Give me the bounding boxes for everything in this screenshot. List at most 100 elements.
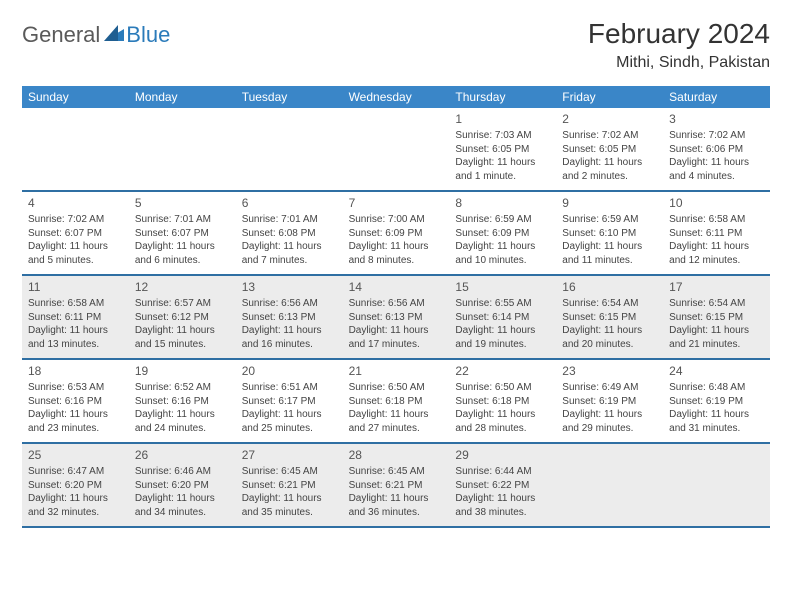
daylight-text: Daylight: 11 hours and 8 minutes. [349,240,444,267]
daylight-text: Daylight: 11 hours and 21 minutes. [669,324,764,351]
day-cell: 16Sunrise: 6:54 AMSunset: 6:15 PMDayligh… [556,276,663,358]
sunset-text: Sunset: 6:19 PM [669,395,764,409]
day-number: 22 [455,363,550,379]
sunset-text: Sunset: 6:15 PM [562,311,657,325]
day-cell: 26 Sunrise: 6:46 AMSunset: 6:20 PMDayligh… [129,444,236,526]
sunset-text: Sunset: 6:18 PM [349,395,444,409]
sunrise-text: Sunrise: 6:47 AM [28,465,123,479]
sunrise-text: Sunrise: 6:48 AM [669,381,764,395]
daylight-text: Daylight: 11 hours and 29 minutes. [562,408,657,435]
day-number: 19 [135,363,230,379]
day-number: 21 [349,363,444,379]
day-number: 3 [669,111,764,127]
day-cell: 27Sunrise: 6:45 AMSunset: 6:21 PMDayligh… [236,444,343,526]
sunset-text: Sunset: 6:11 PM [28,311,123,325]
sunset-text: Sunset: 6:13 PM [349,311,444,325]
day-number: 1 [455,111,550,127]
sunrise-text: Sunrise: 6:58 AM [669,213,764,227]
day-cell: 7Sunrise: 7:00 AMSunset: 6:09 PMDaylight… [343,192,450,274]
sunset-text: Sunset: 6:05 PM [455,143,550,157]
sunrise-text: Sunrise: 6:50 AM [455,381,550,395]
sunrise-text: Sunrise: 6:58 AM [28,297,123,311]
day-number: 10 [669,195,764,211]
day-cell [129,108,236,190]
daylight-text: Daylight: 11 hours and 12 minutes. [669,240,764,267]
sunset-text: Sunset: 6:16 PM [28,395,123,409]
day-header-cell: Wednesday [343,86,450,108]
day-number: 7 [349,195,444,211]
daylight-text: Daylight: 11 hours and 5 minutes. [28,240,123,267]
daylight-text: Daylight: 11 hours and 31 minutes. [669,408,764,435]
sunset-text: Sunset: 6:06 PM [669,143,764,157]
day-number: 11 [28,279,123,295]
logo-word-general: General [22,22,100,48]
sunrise-text: Sunrise: 6:57 AM [135,297,230,311]
day-cell: 29Sunrise: 6:44 AMSunset: 6:22 PMDayligh… [449,444,556,526]
day-cell [236,108,343,190]
sunrise-text: Sunrise: 6:59 AM [562,213,657,227]
calendar: SundayMondayTuesdayWednesdayThursdayFrid… [22,86,770,528]
week-row: 25 Sunrise: 6:47 AM Sunset: 6:20 PMDayligh… [22,444,770,528]
sunrise-text: Sunrise: 6:45 AM [349,465,444,479]
day-number: 16 [562,279,657,295]
daylight-text: Daylight: 11 hours and 16 minutes. [242,324,337,351]
weeks-container: 1Sunrise: 7:03 AMSunset: 6:05 PMDaylight… [22,108,770,528]
title-block: February 2024 Mithi, Sindh, Pakistan [588,18,770,72]
daylight-text: Daylight: 11 hours and 10 minutes. [455,240,550,267]
sunrise-text: Sunrise: 7:02 AM [669,129,764,143]
day-cell: 12Sunrise: 6:57 AMSunset: 6:12 PMDayligh… [129,276,236,358]
sunset-text: Sunset: 6:07 PM [135,227,230,241]
daylight-text: Daylight: 11 hours and 34 minutes. [135,492,230,519]
day-header-cell: Tuesday [236,86,343,108]
sunrise-text: Sunrise: 6:54 AM [669,297,764,311]
day-number: 14 [349,279,444,295]
sunrise-text: Sunrise: 6:55 AM [455,297,550,311]
day-cell: 11Sunrise: 6:58 AMSunset: 6:11 PMDayligh… [22,276,129,358]
day-number: 2 [562,111,657,127]
day-cell: 23Sunrise: 6:49 AMSunset: 6:19 PMDayligh… [556,360,663,442]
day-cell: 1Sunrise: 7:03 AMSunset: 6:05 PMDaylight… [449,108,556,190]
sunrise-text: Sunrise: 6:46 AM [135,465,230,479]
sunset-text: Sunset: 6:17 PM [242,395,337,409]
sunset-text: Sunset: 6:21 PM [349,479,444,493]
sunrise-text: Sunrise: 7:00 AM [349,213,444,227]
sunset-text: Sunset: 6:07 PM [28,227,123,241]
week-row: 18Sunrise: 6:53 AMSunset: 6:16 PMDayligh… [22,360,770,444]
sunrise-text: Sunrise: 6:50 AM [349,381,444,395]
sunrise-text: Sunrise: 6:56 AM [349,297,444,311]
sunset-text: Sunset: 6:22 PM [455,479,550,493]
sunrise-text: Sunrise: 6:59 AM [455,213,550,227]
day-header-cell: Monday [129,86,236,108]
day-cell: 14Sunrise: 6:56 AMSunset: 6:13 PMDayligh… [343,276,450,358]
day-number: 24 [669,363,764,379]
day-number: 8 [455,195,550,211]
day-number: 12 [135,279,230,295]
day-number: 4 [28,195,123,211]
day-cell: 8Sunrise: 6:59 AMSunset: 6:09 PMDaylight… [449,192,556,274]
day-number: 17 [669,279,764,295]
sunset-text: Sunset: 6:05 PM [562,143,657,157]
sunrise-text: Sunrise: 6:52 AM [135,381,230,395]
sunrise-text: Sunrise: 7:03 AM [455,129,550,143]
daylight-text: Daylight: 11 hours and 23 minutes. [28,408,123,435]
day-cell: 20Sunrise: 6:51 AMSunset: 6:17 PMDayligh… [236,360,343,442]
location: Mithi, Sindh, Pakistan [588,54,770,72]
day-cell: 10Sunrise: 6:58 AMSunset: 6:11 PMDayligh… [663,192,770,274]
day-number: 26 [135,447,230,463]
week-row: 11 Sunrise: 6:58 AMSunset: 6:11 PM Dayligh… [22,276,770,360]
day-cell: 13Sunrise: 6:56 AMSunset: 6:13 PMDayligh… [236,276,343,358]
daylight-text: Daylight: 11 hours and 6 minutes. [135,240,230,267]
day-header-cell: Saturday [663,86,770,108]
day-cell: 24 Sunrise: 6:48 AMSunset: 6:19 PMDayligh… [663,360,770,442]
day-number: 15 [455,279,550,295]
day-number: 13 [242,279,337,295]
sunrise-text: Sunrise: 7:02 AM [562,129,657,143]
daylight-text: Daylight: 11 hours and 27 minutes. [349,408,444,435]
day-cell [22,108,129,190]
daylight-text: Daylight: 11 hours and 15 minutes. [135,324,230,351]
daylight-text: Daylight: 11 hours and 7 minutes. [242,240,337,267]
sunrise-text: Sunrise: 6:54 AM [562,297,657,311]
sunset-text: Sunset: 6:20 PM [135,479,230,493]
day-cell: 2Sunrise: 7:02 AMSunset: 6:05 PMDaylight… [556,108,663,190]
day-number: 25 [28,447,123,463]
